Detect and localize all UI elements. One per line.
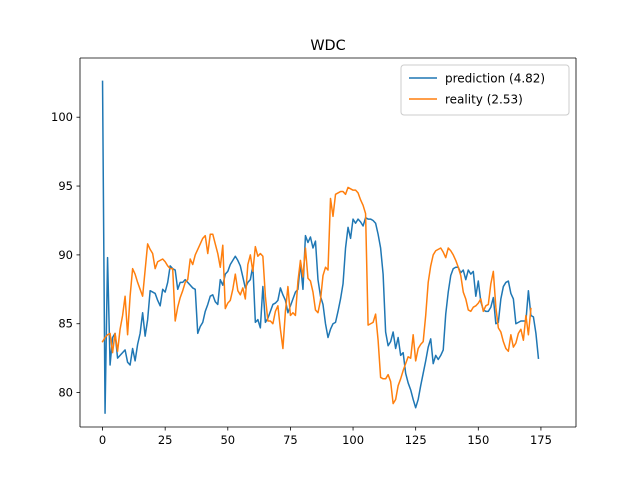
x-tick-label: 100 [342, 433, 364, 447]
x-tick-label: 125 [405, 433, 427, 447]
legend: prediction (4.82) reality (2.53) [400, 64, 570, 116]
y-tick-label: 80 [58, 386, 73, 400]
x-tick-label: 175 [530, 433, 552, 447]
series-line-reality [101, 186, 532, 405]
x-tick-label: 50 [220, 433, 235, 447]
chart-title: WDC [310, 38, 345, 54]
legend-box [400, 64, 570, 116]
y-tick-label: 85 [58, 317, 73, 331]
plot-area: 0 25 50 75 100 125 150 175 80 85 90 95 100 [51, 57, 577, 447]
x-tick-label: 75 [283, 433, 298, 447]
x-tick-label: 0 [99, 433, 106, 447]
y-tick-label: 95 [58, 179, 73, 193]
legend-label: reality (2.53) [445, 93, 523, 107]
x-tick-label: 150 [467, 433, 489, 447]
x-tick-label: 25 [158, 433, 173, 447]
legend-label: prediction (4.82) [445, 72, 545, 86]
y-tick-label: 100 [51, 110, 73, 124]
y-tick-label: 90 [58, 248, 73, 262]
